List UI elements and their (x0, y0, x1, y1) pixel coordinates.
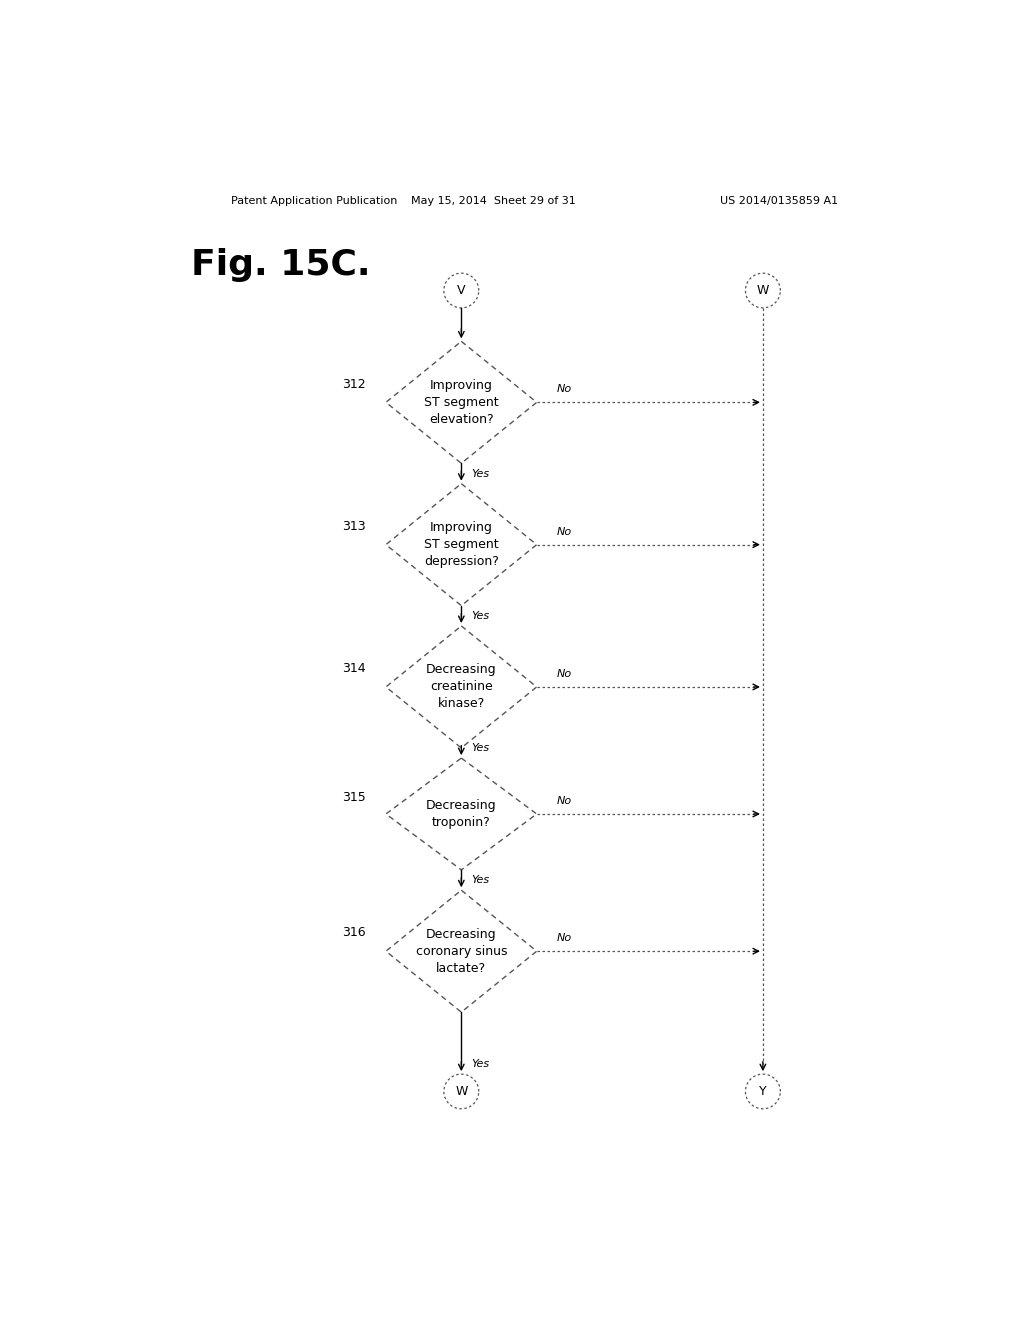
Text: Yes: Yes (471, 469, 489, 479)
Text: W: W (757, 284, 769, 297)
Text: Y: Y (759, 1085, 767, 1098)
Text: No: No (557, 933, 571, 942)
Text: Decreasing
coronary sinus
lactate?: Decreasing coronary sinus lactate? (416, 928, 507, 974)
Text: 316: 316 (342, 927, 366, 940)
Text: Yes: Yes (471, 743, 489, 752)
Text: W: W (455, 1085, 468, 1098)
Text: Decreasing
creatinine
kinase?: Decreasing creatinine kinase? (426, 664, 497, 710)
Text: 314: 314 (342, 663, 366, 675)
Text: No: No (557, 527, 571, 536)
Text: Fig. 15C.: Fig. 15C. (191, 248, 371, 282)
Text: No: No (557, 796, 571, 805)
Text: 313: 313 (342, 520, 366, 533)
Text: 312: 312 (342, 378, 366, 391)
Text: No: No (557, 669, 571, 678)
Text: Improving
ST segment
elevation?: Improving ST segment elevation? (424, 379, 499, 426)
Text: No: No (557, 384, 571, 395)
Text: Improving
ST segment
depression?: Improving ST segment depression? (424, 521, 499, 568)
Text: Yes: Yes (471, 875, 489, 886)
Text: US 2014/0135859 A1: US 2014/0135859 A1 (720, 197, 838, 206)
Text: Patent Application Publication: Patent Application Publication (231, 197, 397, 206)
Text: May 15, 2014  Sheet 29 of 31: May 15, 2014 Sheet 29 of 31 (411, 197, 575, 206)
Text: 315: 315 (342, 791, 366, 804)
Text: Yes: Yes (471, 611, 489, 620)
Text: Decreasing
troponin?: Decreasing troponin? (426, 799, 497, 829)
Text: V: V (457, 284, 466, 297)
Text: Yes: Yes (471, 1059, 489, 1069)
